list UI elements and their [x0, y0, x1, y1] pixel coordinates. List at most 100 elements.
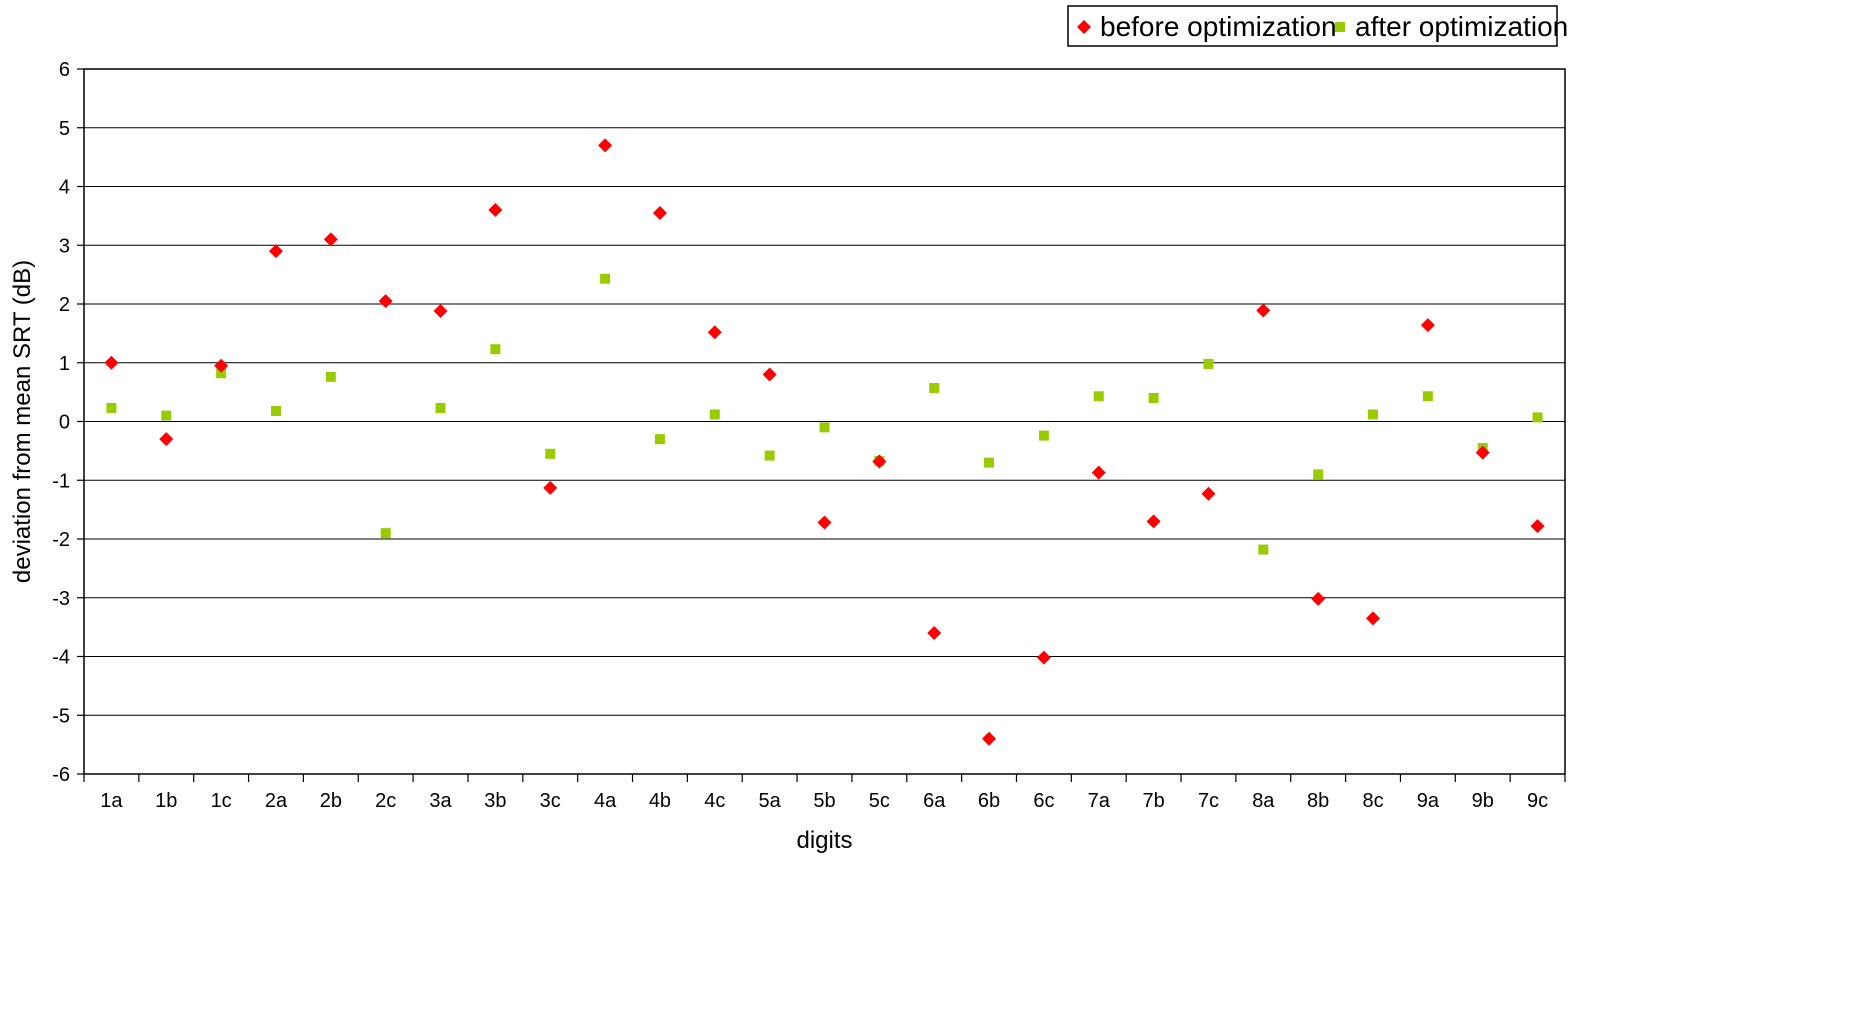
- x-tick-label: 1b: [155, 790, 177, 812]
- data-point: [763, 368, 777, 382]
- y-tick-label: 0: [59, 412, 70, 434]
- x-tick-label: 7b: [1142, 790, 1164, 812]
- x-tick-label: 9b: [1472, 790, 1494, 812]
- data-point: [1311, 592, 1325, 606]
- data-point: [600, 274, 610, 284]
- data-point: [818, 516, 832, 530]
- x-tick-label: 4b: [649, 790, 671, 812]
- y-tick-label: -5: [52, 705, 70, 727]
- x-tick-label: 8b: [1307, 790, 1329, 812]
- y-tick-label: 6: [59, 59, 70, 81]
- data-point: [710, 409, 720, 419]
- y-tick-label: -4: [52, 647, 70, 669]
- legend-label-after: after optimization: [1355, 11, 1568, 42]
- data-point: [1092, 466, 1106, 480]
- x-tick-label: 3a: [429, 790, 452, 812]
- series-before: [104, 138, 1544, 745]
- data-point: [1533, 412, 1543, 422]
- x-axis: 1a 1b 1c 2a 2b 2c 3a 3b 3c 4a 4b 4c 5a 5b 5c 6a 6b 6c 7a 7b…: [84, 774, 1565, 812]
- x-tick-label: 4c: [704, 790, 725, 812]
- data-point: [545, 449, 555, 459]
- data-point: [161, 411, 171, 421]
- x-tick-label: 3b: [484, 790, 506, 812]
- x-tick-label: 9a: [1417, 790, 1440, 812]
- data-point: [820, 422, 830, 432]
- x-tick-label: 5a: [759, 790, 782, 812]
- data-point: [1531, 519, 1545, 533]
- x-tick-label: 8a: [1252, 790, 1275, 812]
- data-point: [708, 325, 722, 339]
- data-point: [1366, 611, 1380, 625]
- x-tick-label: 6b: [978, 790, 1000, 812]
- data-point: [1094, 391, 1104, 401]
- x-tick-label: 1a: [100, 790, 123, 812]
- y-tick-label: 5: [59, 118, 70, 140]
- x-tick-label: 6a: [923, 790, 946, 812]
- x-tick-label: 9c: [1527, 790, 1548, 812]
- data-point: [984, 458, 994, 468]
- data-point: [379, 294, 393, 308]
- data-point: [1037, 651, 1051, 665]
- data-point: [1203, 359, 1213, 369]
- data-point: [1201, 487, 1215, 501]
- data-point: [543, 481, 557, 495]
- y-tick-label: -6: [52, 764, 70, 786]
- data-point: [159, 432, 173, 446]
- x-tick-label: 2c: [375, 790, 396, 812]
- gridlines: [84, 69, 1565, 774]
- legend-label-before: before optimization: [1100, 11, 1337, 42]
- y-tick-label: 2: [59, 294, 70, 316]
- legend: before optimization after optimization: [1068, 6, 1568, 46]
- data-point: [271, 406, 281, 416]
- data-point: [765, 451, 775, 461]
- data-point: [326, 372, 336, 382]
- data-point: [381, 528, 391, 538]
- x-tick-label: 4a: [594, 790, 617, 812]
- data-point: [1039, 431, 1049, 441]
- data-point: [490, 344, 500, 354]
- series-after: [106, 274, 1542, 555]
- y-tick-label: -2: [52, 529, 70, 551]
- data-point: [598, 138, 612, 152]
- data-point: [106, 403, 116, 413]
- data-point: [653, 206, 667, 220]
- x-tick-label: 5b: [813, 790, 835, 812]
- x-tick-label: 6c: [1033, 790, 1054, 812]
- x-tick-label: 7c: [1198, 790, 1219, 812]
- x-tick-label: 2a: [265, 790, 288, 812]
- data-point: [929, 383, 939, 393]
- data-point: [488, 203, 502, 217]
- data-point: [982, 732, 996, 746]
- data-point: [655, 434, 665, 444]
- x-tick-label: 5c: [869, 790, 890, 812]
- x-tick-label: 3c: [540, 790, 561, 812]
- series-layer: [104, 138, 1544, 745]
- data-point: [1423, 391, 1433, 401]
- y-tick-label: 1: [59, 353, 70, 375]
- x-tick-label: 7a: [1088, 790, 1111, 812]
- x-tick-label: 1c: [211, 790, 232, 812]
- data-point: [1149, 393, 1159, 403]
- legend-marker-after: [1335, 22, 1345, 32]
- x-tick-label: 8c: [1362, 790, 1383, 812]
- x-axis-title: digits: [796, 827, 852, 854]
- data-point: [434, 304, 448, 318]
- data-point: [104, 356, 118, 370]
- data-point: [1421, 318, 1435, 332]
- data-point: [324, 232, 338, 246]
- y-tick-label: 4: [59, 177, 70, 199]
- y-tick-label: -1: [52, 470, 70, 492]
- y-tick-label: 3: [59, 235, 70, 257]
- y-axis-title: deviation from mean SRT (dB): [9, 260, 36, 583]
- data-point: [1313, 469, 1323, 479]
- x-tick-label: 2b: [320, 790, 342, 812]
- data-point: [1368, 409, 1378, 419]
- data-point: [1147, 514, 1161, 528]
- data-point: [927, 626, 941, 640]
- data-point: [436, 403, 446, 413]
- data-point: [1258, 545, 1268, 555]
- y-tick-label: -3: [52, 588, 70, 610]
- data-point: [269, 244, 283, 258]
- y-axis: 6 5 4 3 2 1 0 -1 -2 -3 -4 -5 -6: [52, 59, 84, 786]
